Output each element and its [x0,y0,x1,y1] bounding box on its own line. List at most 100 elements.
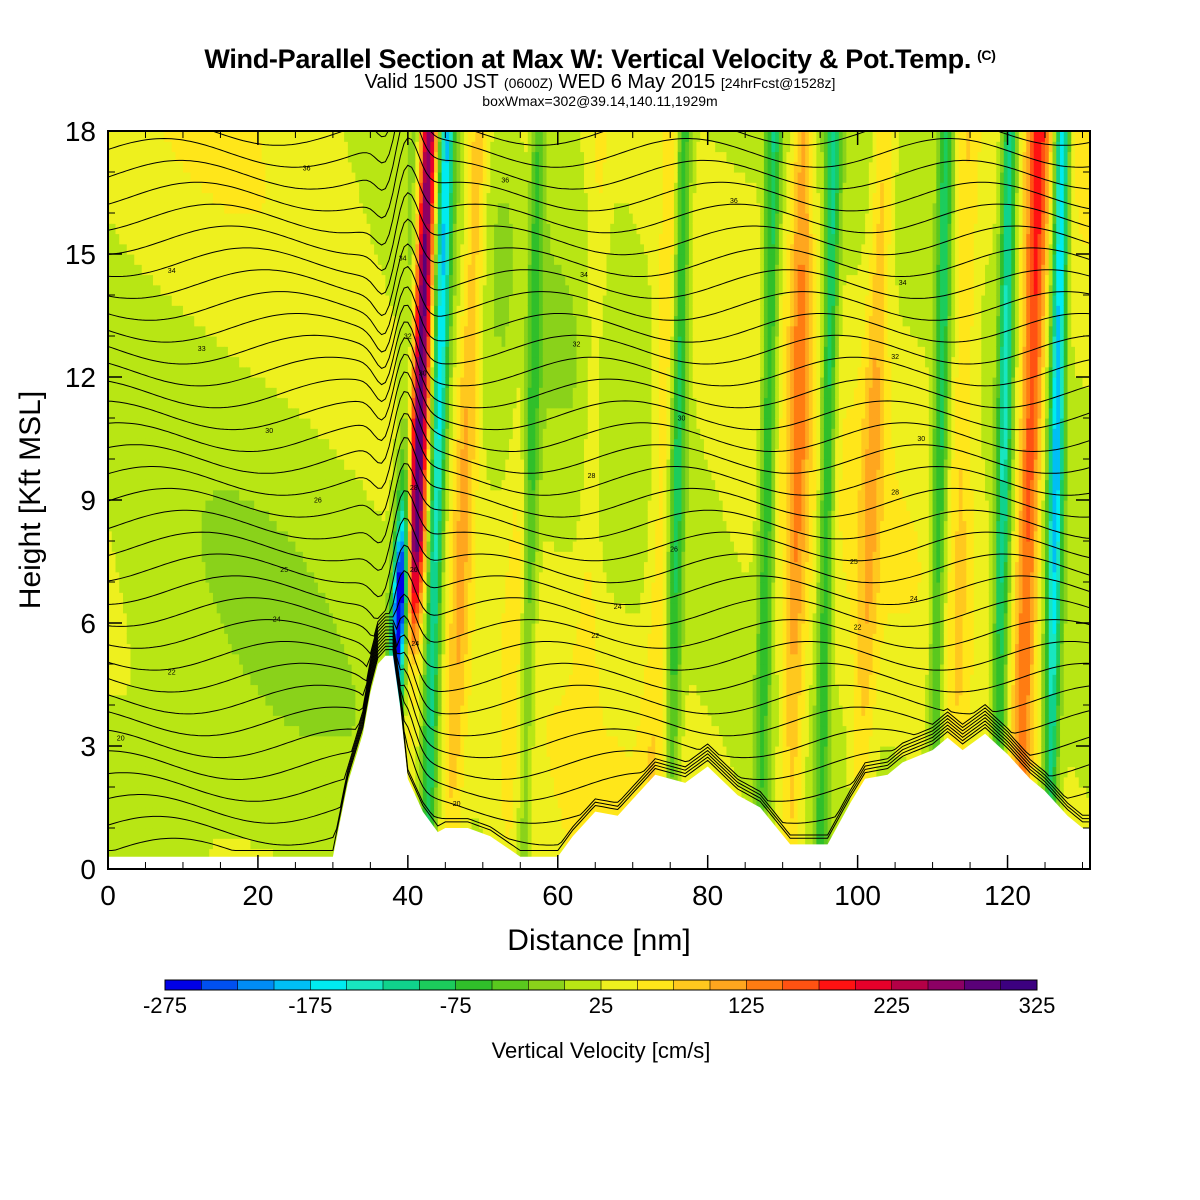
field-cell [250,562,254,573]
field-cell [142,449,146,460]
field-cell [130,264,134,275]
field-cell [116,777,120,788]
field-cell [239,654,243,665]
field-cell [119,582,123,593]
field-cell [292,316,296,327]
field-cell [303,398,307,409]
field-cell [318,162,322,173]
field-cell [310,295,314,306]
field-cell [333,531,337,542]
field-cell [329,664,333,675]
field-cell [202,818,206,829]
field-cell [258,623,262,634]
field-cell [344,603,348,614]
field-cell [134,172,138,183]
field-cell [235,357,239,368]
field-cell [123,264,127,275]
field-cell [284,726,288,737]
field-cell [205,633,209,644]
field-cell [363,264,367,275]
field-cell [314,182,318,193]
field-cell [295,685,299,696]
field-cell [153,172,157,183]
field-cell [123,428,127,439]
field-cell [235,808,239,819]
field-cell [355,367,359,378]
field-cell [348,428,352,439]
field-cell [288,418,292,429]
field-cell [239,510,243,521]
field-cell [273,695,277,706]
field-cell [288,623,292,634]
field-cell [314,398,318,409]
field-cell [220,736,224,747]
field-cell [153,818,157,829]
field-cell [344,367,348,378]
field-cell [243,510,247,521]
field-cell [224,685,228,696]
field-cell [329,541,333,552]
field-cell [355,316,359,327]
field-cell [333,254,337,265]
field-cell [228,223,232,234]
field-cell [325,562,329,573]
field-cell [363,316,367,327]
field-cell [172,305,176,316]
field-cell [329,674,333,685]
field-cell [310,264,314,275]
field-cell [160,592,164,603]
field-cell [168,357,172,368]
field-cell [363,408,367,419]
field-cell [145,746,149,757]
field-cell [325,777,329,788]
field-cell [340,275,344,286]
field-cell [337,346,341,357]
field-cell [224,213,228,224]
field-cell [243,367,247,378]
field-cell [205,316,209,327]
field-cell [149,223,153,234]
field-cell [262,582,266,593]
field-cell [168,326,172,337]
field-cell [220,418,224,429]
field-cell [258,254,262,265]
field-cell [217,767,221,778]
field-cell [239,162,243,173]
field-cell [145,449,149,460]
field-cell [295,787,299,798]
field-cell [123,746,127,757]
field-cell [116,828,120,839]
field-cell [307,346,311,357]
field-cell [359,244,363,255]
field-cell [284,131,288,142]
field-cell [235,141,239,152]
field-cell [273,777,277,788]
field-cell [190,777,194,788]
field-cell [352,141,356,152]
field-cell [250,736,254,747]
field-cell [202,428,206,439]
field-cell [190,131,194,142]
field-cell [352,500,356,511]
field-cell [284,377,288,388]
field-cell [130,428,134,439]
field-cell [333,797,337,808]
field-cell [149,603,153,614]
field-cell [284,500,288,511]
field-cell [213,592,217,603]
field-cell [134,377,138,388]
field-cell [142,674,146,685]
field-cell [138,818,142,829]
field-cell [363,633,367,644]
field-cell [340,459,344,470]
field-cell [243,285,247,296]
field-cell [333,316,337,327]
field-cell [329,326,333,337]
field-cell [247,254,251,265]
field-cell [329,767,333,778]
field-cell [213,346,217,357]
field-cell [187,234,191,245]
field-cell [243,428,247,439]
field-cell [205,428,209,439]
field-cell [172,141,176,152]
